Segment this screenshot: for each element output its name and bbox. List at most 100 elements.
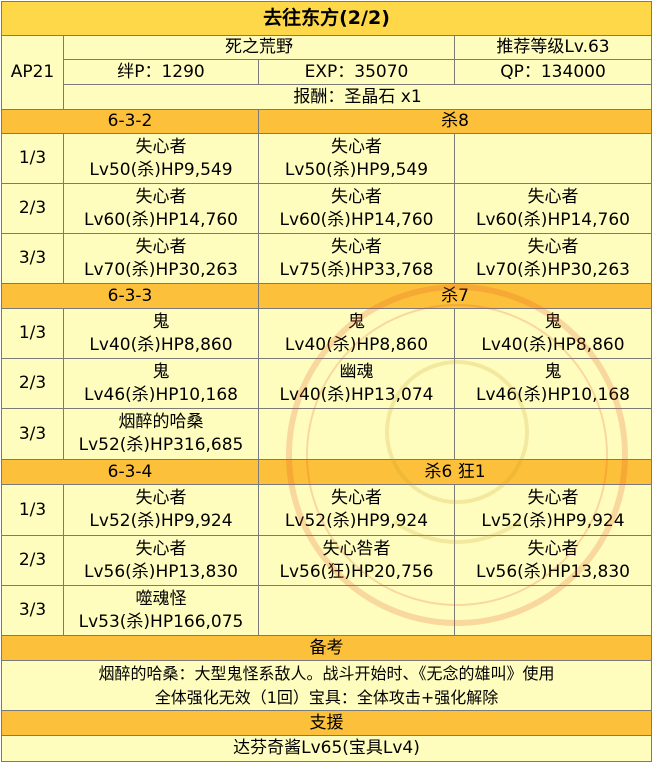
enemy-cell — [454, 585, 652, 636]
enemy-cell: 噬魂怪 Lv53(杀)HP166,075 — [63, 585, 259, 636]
enemy-stats: Lv75(杀)HP33,768 — [279, 259, 434, 280]
enemy-name: 失心者 — [135, 488, 187, 508]
enemy-name: 失心者 — [331, 186, 382, 207]
enemy-cell: 鬼 Lv46(杀)HP10,168 — [454, 358, 652, 409]
enemy-name: 失心者 — [135, 186, 187, 207]
enemy-stats: Lv70(杀)HP30,263 — [84, 259, 238, 280]
enemy-cell: 失心者 Lv52(杀)HP9,924 — [63, 484, 259, 536]
enemy-stats: Lv46(杀)HP10,168 — [84, 384, 238, 405]
enemy-name: 失心者 — [527, 538, 579, 559]
exp-reward: EXP：35070 — [258, 59, 455, 85]
enemy-name: 失心者 — [527, 236, 579, 257]
wave-label: 2/3 — [1, 183, 64, 234]
enemy-name: 失心者 — [527, 488, 579, 508]
notes-line: 烟醉的哈桑：大型鬼怪系敌人。战斗开始时、《无念的雄叫》使用 — [98, 663, 555, 683]
enemy-cell: 失心者 Lv52(杀)HP9,924 — [454, 484, 652, 536]
enemy-name: 烟醉的哈桑 — [118, 412, 204, 432]
enemy-name: 失心者 — [331, 488, 382, 508]
enemy-cell: 失心者 Lv56(杀)HP13,830 — [454, 535, 652, 586]
enemy-name: 失心者 — [135, 538, 187, 559]
enemy-name: 失心者 — [527, 186, 579, 207]
item-reward: 报酬：圣晶石 x1 — [63, 84, 652, 110]
notes-line: 全体强化无效（1回）宝具：全体攻击+强化解除 — [154, 687, 499, 707]
wave-label: 3/3 — [1, 408, 64, 460]
bond-points: 绊P：1290 — [63, 59, 259, 85]
qp-reward: QP：134000 — [454, 59, 652, 85]
enemy-stats: Lv46(杀)HP10,168 — [476, 384, 630, 405]
enemy-cell: 鬼 Lv46(杀)HP10,168 — [63, 358, 259, 409]
enemy-name: 失心咎者 — [322, 538, 391, 559]
enemy-name: 失心者 — [135, 236, 187, 257]
enemy-cell: 鬼 Lv40(杀)HP8,860 — [258, 308, 455, 359]
enemy-stats: Lv52(杀)HP316,685 — [78, 435, 244, 455]
enemy-name: 鬼 — [348, 311, 365, 332]
wave-label: 1/3 — [1, 484, 64, 536]
quest-title: 去往东方(2/2) — [1, 1, 652, 36]
enemy-name: 鬼 — [152, 361, 170, 382]
enemy-name: 幽魂 — [339, 361, 374, 382]
enemy-stats: Lv56(狂)HP20,756 — [279, 561, 434, 582]
enemy-name: 鬼 — [544, 361, 562, 382]
enemy-stats: Lv50(杀)HP9,549 — [284, 159, 429, 180]
enemy-cell — [454, 133, 652, 184]
enemy-cell: 失心者 Lv50(杀)HP9,549 — [258, 133, 455, 184]
enemy-stats: Lv40(杀)HP8,860 — [284, 334, 429, 355]
enemy-stats: Lv56(杀)HP13,830 — [84, 561, 238, 582]
enemy-cell: 鬼 Lv40(杀)HP8,860 — [454, 308, 652, 359]
enemy-cell: 失心者 Lv60(杀)HP14,760 — [258, 183, 455, 234]
stage-id: 6-3-2 — [1, 109, 259, 134]
enemy-stats: Lv60(杀)HP14,760 — [476, 209, 630, 230]
enemy-cell — [258, 585, 455, 636]
notes-text: 烟醉的哈桑：大型鬼怪系敌人。战斗开始时、《无念的雄叫》使用 全体强化无效（1回）宝… — [1, 660, 652, 711]
enemy-name: 噬魂怪 — [135, 588, 187, 609]
enemy-cell — [454, 408, 652, 460]
enemy-stats: Lv50(杀)HP9,549 — [89, 159, 233, 180]
enemy-stats: Lv52(杀)HP9,924 — [481, 511, 625, 531]
notes-header: 备考 — [1, 635, 652, 661]
enemy-cell: 失心者 Lv75(杀)HP33,768 — [258, 233, 455, 284]
stage-classes: 杀7 — [258, 283, 652, 309]
enemy-cell: 失心者 Lv50(杀)HP9,549 — [63, 133, 259, 184]
wave-label: 2/3 — [1, 358, 64, 409]
ap-cost: AP21 — [1, 35, 64, 110]
support-value: 达芬奇酱Lv65(宝具Lv4) — [1, 735, 652, 762]
stage-id: 6-3-3 — [1, 283, 259, 309]
enemy-cell: 失心者 Lv70(杀)HP30,263 — [454, 233, 652, 284]
enemy-cell: 失心者 Lv60(杀)HP14,760 — [63, 183, 259, 234]
wave-label: 1/3 — [1, 308, 64, 359]
enemy-name: 鬼 — [544, 311, 562, 332]
enemy-stats: Lv40(杀)HP13,074 — [279, 384, 434, 405]
enemy-name: 失心者 — [331, 236, 382, 257]
wave-label: 1/3 — [1, 133, 64, 184]
enemy-cell: 失心者 Lv52(杀)HP9,924 — [258, 484, 455, 536]
wave-label: 2/3 — [1, 535, 64, 586]
enemy-stats: Lv53(杀)HP166,075 — [78, 611, 244, 632]
enemy-stats: Lv40(杀)HP8,860 — [89, 334, 233, 355]
enemy-stats: Lv56(杀)HP13,830 — [476, 561, 630, 582]
enemy-name: 失心者 — [331, 136, 382, 157]
recommended-level: 推荐等级Lv.63 — [454, 35, 652, 60]
enemy-stats: Lv70(杀)HP30,263 — [476, 259, 630, 280]
enemy-cell: 失心者 Lv60(杀)HP14,760 — [454, 183, 652, 234]
stage-classes: 杀6 狂1 — [258, 459, 652, 485]
enemy-cell: 失心者 Lv70(杀)HP30,263 — [63, 233, 259, 284]
enemy-name: 失心者 — [135, 136, 187, 157]
enemy-name: 鬼 — [152, 311, 170, 332]
enemy-cell: 烟醉的哈桑 Lv52(杀)HP316,685 — [63, 408, 259, 460]
enemy-cell: 失心咎者 Lv56(狂)HP20,756 — [258, 535, 455, 586]
enemy-cell: 失心者 Lv56(杀)HP13,830 — [63, 535, 259, 586]
enemy-stats: Lv40(杀)HP8,860 — [481, 334, 625, 355]
stage-id: 6-3-4 — [1, 459, 259, 485]
support-header: 支援 — [1, 710, 652, 736]
location-name: 死之荒野 — [63, 35, 455, 60]
enemy-stats: Lv52(杀)HP9,924 — [89, 511, 233, 531]
enemy-stats: Lv60(杀)HP14,760 — [279, 209, 434, 230]
enemy-cell: 幽魂 Lv40(杀)HP13,074 — [258, 358, 455, 409]
enemy-stats: Lv60(杀)HP14,760 — [84, 209, 238, 230]
enemy-cell — [258, 408, 455, 460]
stage-classes: 杀8 — [258, 109, 652, 134]
enemy-cell: 鬼 Lv40(杀)HP8,860 — [63, 308, 259, 359]
wave-label: 3/3 — [1, 585, 64, 636]
